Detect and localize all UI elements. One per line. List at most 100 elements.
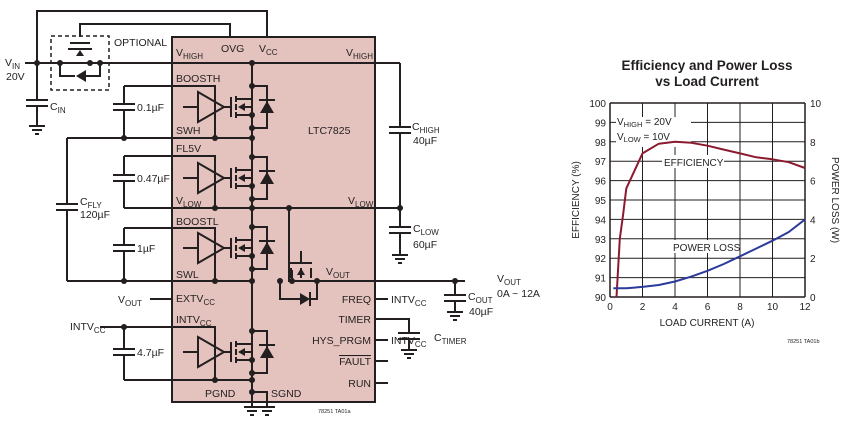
chart-title: Efficiency and Power Loss — [621, 58, 792, 73]
series-line-power-loss — [613, 218, 806, 290]
ground-icon — [243, 406, 261, 416]
series-label-efficiency: EFFICIENCY — [664, 158, 724, 169]
pin-fl5v: FL5V — [176, 143, 201, 155]
pin-run: RUN — [348, 378, 371, 390]
vout-output-range: 0A ~ 12A — [497, 288, 540, 300]
pin-swh: SWH — [176, 125, 201, 137]
pin-vlow-left: VLOW — [176, 195, 202, 209]
ic-name: LTC7825 — [308, 125, 351, 137]
pin-boosth: BOOSTH — [176, 73, 220, 85]
cout-value: 40µF — [469, 306, 493, 318]
intvcc-freq-label: INTVCC — [391, 294, 427, 308]
y2-tick-label: 8 — [810, 138, 816, 149]
ground-icon — [258, 406, 276, 416]
x-tick-label: 6 — [705, 302, 711, 313]
efficiency-chart: Efficiency and Power Loss vs Load Curren… — [571, 58, 840, 345]
cap-0-47uf — [112, 174, 136, 182]
vin-value: 20V — [6, 71, 25, 83]
series-label-bg — [672, 240, 738, 253]
y-tick-label: 95 — [595, 196, 607, 207]
series-label-power-loss: POWER LOSS — [673, 243, 741, 254]
pin-freq: FREQ — [342, 294, 371, 306]
pin-hys-prgm: HYS_PRGM — [312, 335, 371, 347]
y2-axis-label: POWER LOSS (W) — [829, 157, 840, 243]
cin-label: CIN — [50, 101, 66, 115]
ctimer-label: CTIMER — [434, 332, 467, 346]
y-tick-label: 92 — [595, 254, 607, 265]
cfly-value: 120µF — [80, 209, 110, 221]
y-axis-label: EFFICIENCY (%) — [571, 161, 582, 239]
y2-tick-label: 6 — [810, 177, 816, 188]
condition-vlow: VLOW = 10V — [617, 132, 670, 144]
cap-0-1uf — [112, 103, 136, 111]
y2-tick-label: 0 — [810, 293, 816, 304]
intvcc-hys-label: INTVCC — [391, 335, 427, 349]
cap-label: 4.7µF — [137, 347, 164, 359]
pin-vcc: VCC — [259, 43, 278, 57]
optional-label: OPTIONAL — [114, 37, 167, 49]
cfly-capacitor — [55, 203, 79, 211]
y2-tick-label: 4 — [810, 215, 816, 226]
y-tick-label: 98 — [595, 138, 607, 149]
pin-intvcc: INTVCC — [176, 314, 212, 328]
cout-capacitor — [443, 294, 467, 302]
y-tick-label: 93 — [595, 235, 607, 246]
series-label-bg — [662, 155, 724, 168]
clow-value: 60µF — [413, 239, 437, 251]
y2-tick-label: 2 — [810, 254, 816, 265]
x-tick-label: 8 — [737, 302, 743, 313]
pin-extvcc: EXTVCC — [176, 293, 215, 307]
chart-figure-code: 78251 TA01b — [787, 339, 820, 345]
chigh-value: 40µF — [413, 135, 437, 147]
y-tick-label: 96 — [595, 177, 607, 188]
pin-swl: SWL — [176, 269, 199, 281]
vout-ext-label: VOUT — [118, 294, 142, 308]
series-line-efficiency — [615, 140, 806, 298]
pin-boostl: BOOSTL — [176, 216, 219, 228]
pin-vhigh-right: VHIGH — [346, 47, 373, 61]
pin-timer: TIMER — [338, 314, 371, 326]
pin-vlow-right: VLOW — [348, 195, 374, 209]
ground-icon — [400, 349, 418, 359]
clow-label: CLOW — [413, 223, 439, 237]
pin-fault: FAULT — [339, 356, 371, 368]
chigh-label: CHIGH — [412, 121, 440, 135]
chart-grid — [609, 102, 806, 298]
y-tick-label: 100 — [589, 99, 606, 110]
x-tick-label: 2 — [640, 302, 646, 313]
clow-capacitor — [388, 226, 412, 234]
cout-label: COUT — [468, 291, 493, 305]
x-tick-label: 12 — [799, 302, 811, 313]
ground-icon — [391, 254, 409, 264]
pin-ovg: OVG — [221, 43, 244, 55]
cin-capacitor — [25, 99, 49, 107]
y-tick-label: 90 — [595, 293, 607, 304]
junction-dots — [121, 60, 458, 395]
intvcc-ext-label: INTVCC — [70, 321, 106, 335]
vin-label: VIN — [5, 57, 20, 71]
pin-pgnd: PGND — [205, 388, 236, 400]
optional-box — [50, 35, 110, 91]
y2-tick-label: 10 — [810, 99, 822, 110]
ground-icon — [28, 125, 46, 135]
cap-1uf — [112, 244, 136, 252]
x-axis-label: LOAD CURRENT (A) — [660, 318, 755, 329]
y-tick-label: 94 — [595, 215, 607, 226]
optional-mosfet — [34, 35, 110, 91]
chigh-capacitor — [388, 126, 412, 134]
condition-vhigh: VHIGH = 20V — [617, 117, 672, 129]
x-tick-label: 0 — [607, 302, 613, 313]
chart-lines — [613, 140, 806, 298]
cap-4-7uf — [112, 348, 136, 356]
output-mosfet — [290, 251, 312, 306]
wires — [25, 10, 465, 407]
figure-code: 78251 TA01a — [318, 409, 351, 415]
cfly-label: CFLY — [80, 196, 102, 210]
chart-title-line2: vs Load Current — [655, 74, 759, 89]
x-tick-label: 4 — [672, 302, 678, 313]
cap-label: 0.1µF — [137, 102, 164, 114]
pin-vhigh-left: VHIGH — [176, 47, 203, 61]
cap-label: 1µF — [137, 243, 155, 255]
chart-ticks: 0 2 4 6 8 10 12 90 91 92 93 94 95 96 97 98 99 100 0 2 4 6 8 10 — [589, 99, 821, 313]
